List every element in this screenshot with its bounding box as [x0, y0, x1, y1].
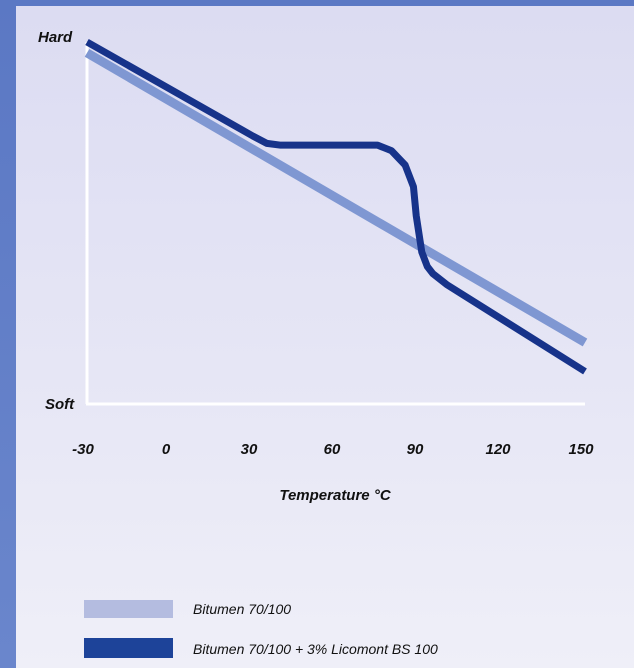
legend-swatch-licomont	[84, 638, 173, 658]
x-tick-label: 90	[407, 441, 424, 458]
y-top-label: Hard	[38, 29, 73, 46]
x-tick-label: 0	[162, 441, 171, 458]
y-bottom-label: Soft	[45, 396, 75, 413]
x-tick-label: 120	[485, 441, 511, 458]
x-tick-label: 30	[241, 441, 258, 458]
legend-label-licomont: Bitumen 70/100 + 3% Licomont BS 100	[193, 641, 438, 657]
legend-item-licomont: Bitumen 70/100 + 3% Licomont BS 100	[84, 638, 438, 658]
x-tick-label: 150	[568, 441, 594, 458]
series-layer	[84, 38, 588, 375]
series-line-bitumen	[84, 48, 588, 347]
series-line-licomont	[85, 38, 587, 375]
x-tick-labels: -30 0 30 60 90 120 150	[72, 441, 594, 458]
legend-swatch-bitumen	[84, 600, 173, 618]
x-axis-label: Temperature °C	[279, 487, 391, 504]
axes	[85, 42, 585, 406]
x-tick-label: 60	[324, 441, 341, 458]
legend: Bitumen 70/100 Bitumen 70/100 + 3% Licom…	[84, 600, 438, 658]
legend-item-bitumen: Bitumen 70/100	[84, 600, 291, 618]
x-tick-label: -30	[72, 441, 94, 458]
legend-label-bitumen: Bitumen 70/100	[193, 601, 291, 617]
